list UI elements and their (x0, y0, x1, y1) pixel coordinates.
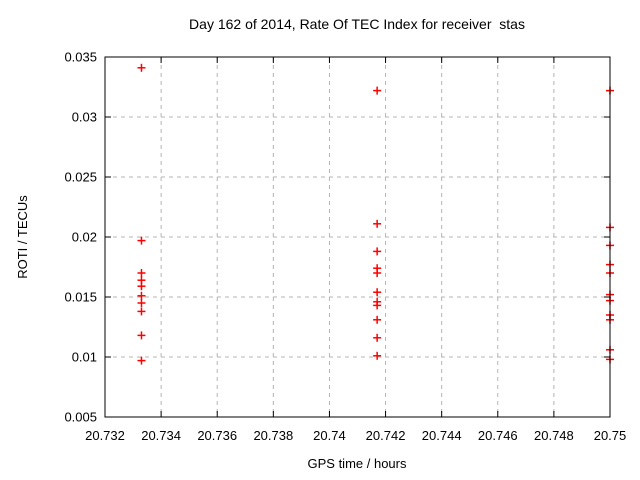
y-axis-label: ROTI / TECUs (15, 195, 30, 279)
x-tick-label: 20.732 (85, 428, 125, 443)
data-point-marker (137, 299, 146, 307)
y-tick-label: 0.005 (64, 410, 97, 425)
x-tick-label: 20.748 (534, 428, 574, 443)
x-tick-label: 20.75 (594, 428, 627, 443)
x-tick-label: 20.74 (313, 428, 346, 443)
y-tick-label: 0.025 (64, 170, 97, 185)
x-axis-label: GPS time / hours (308, 456, 407, 471)
y-tick-label: 0.02 (72, 230, 97, 245)
data-point-marker (373, 219, 382, 228)
data-point-marker (373, 247, 382, 256)
x-tick-label: 20.734 (141, 428, 181, 443)
x-tick-label: 20.742 (366, 428, 406, 443)
x-tick-label: 20.744 (422, 428, 462, 443)
data-points (137, 63, 614, 365)
gridlines (105, 57, 610, 417)
data-point-marker (137, 331, 146, 340)
x-tick-label: 20.746 (478, 428, 518, 443)
data-point-marker (137, 291, 146, 300)
data-point-marker (137, 63, 146, 72)
data-point-marker (137, 356, 146, 365)
data-point-marker (137, 236, 146, 245)
data-point-marker (137, 269, 146, 277)
data-point-marker (373, 288, 382, 297)
chart-title: Day 162 of 2014, Rate Of TEC Index for r… (189, 16, 525, 32)
data-point-marker (373, 86, 382, 95)
data-point-marker (373, 315, 382, 324)
x-tick-label: 20.736 (197, 428, 237, 443)
data-point-marker (137, 282, 146, 291)
y-tick-label: 0.015 (64, 290, 97, 305)
tick-labels: 20.732 20.734 20.736 20.738 20.74 20.742 20.74… (64, 50, 626, 444)
data-point-marker (373, 301, 382, 310)
data-point-marker (373, 351, 382, 360)
y-tick-label: 0.035 (64, 50, 97, 65)
data-point-marker (373, 333, 382, 342)
y-tick-label: 0.01 (72, 350, 97, 365)
y-tick-label: 0.03 (72, 110, 97, 125)
x-tick-label: 20.738 (253, 428, 293, 443)
plot-border-and-ticks (104, 56, 611, 418)
data-point-marker (137, 307, 146, 316)
data-point-marker (373, 269, 382, 277)
